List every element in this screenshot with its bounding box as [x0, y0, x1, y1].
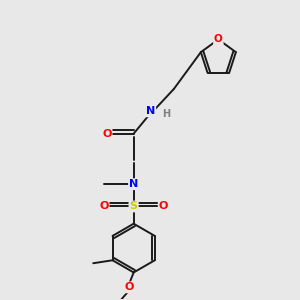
Text: S: S [130, 202, 138, 212]
Text: O: O [214, 34, 223, 44]
Text: O: O [99, 202, 109, 212]
Text: N: N [146, 106, 155, 116]
Text: O: O [159, 202, 168, 212]
Text: H: H [162, 109, 170, 119]
Text: N: N [129, 179, 138, 189]
Text: O: O [102, 129, 112, 139]
Text: O: O [124, 282, 134, 292]
